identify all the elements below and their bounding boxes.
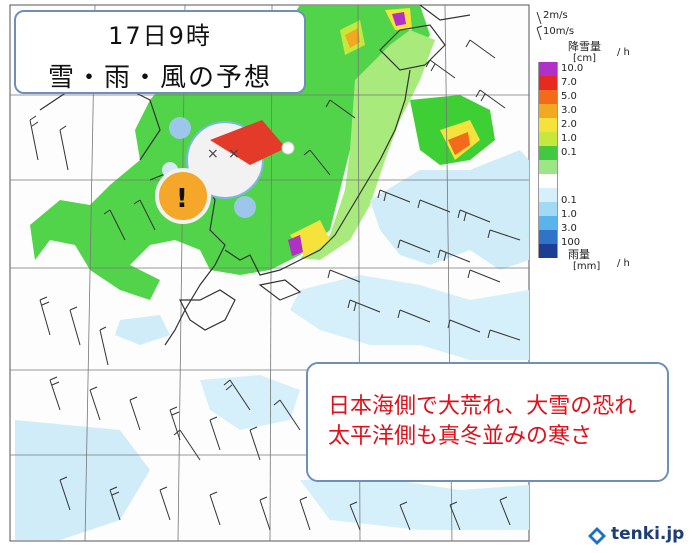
wind-scale-label-2: 2m/s: [543, 10, 568, 21]
snow-legend-tick: 5.0: [561, 91, 577, 102]
title-datetime: 17日9時: [108, 22, 212, 50]
rain-legend-title: 雨量: [568, 248, 590, 261]
snow-legend-swatch: [538, 90, 558, 104]
snow-legend-tick: 10.0: [561, 63, 584, 74]
warning-icon: !: [155, 168, 211, 224]
snow-legend-tick: 2.0: [561, 119, 577, 130]
snow-legend-swatch: [538, 62, 558, 76]
brand-logo-text: tenki.jp: [611, 524, 685, 544]
rain-legend-tick: 1.0: [561, 209, 577, 220]
snowman-santa-icon: × ×: [162, 117, 295, 218]
snow-legend-swatch: [538, 146, 558, 160]
snow-legend-unit: [cm]: [573, 53, 597, 64]
snow-legend-swatch: [538, 104, 558, 118]
headline-box: 日本海側で大荒れ、大雪の恐れ 太平洋側も真冬並みの寒さ: [306, 362, 669, 482]
snow-legend-tick: 1.0: [561, 133, 577, 144]
rain-legend-unit: [mm]: [573, 261, 601, 272]
wind-scale-label-10: 10m/s: [543, 26, 575, 37]
rain-legend-per: / h: [617, 258, 630, 269]
svg-text:!: !: [176, 184, 188, 214]
title-box: 17日9時 雪・雨・風の予想: [14, 10, 306, 94]
snow-legend-swatch: [538, 132, 558, 146]
wind-scale-arrows: [536, 11, 543, 41]
svg-text:×: ×: [228, 146, 240, 162]
tenki-logo-icon: [588, 527, 606, 545]
rain-legend-swatch: [538, 244, 558, 258]
snow-legend-swatch: [538, 76, 558, 90]
headline-line2: 太平洋側も真冬並みの寒さ: [328, 424, 593, 449]
snow-legend-swatch: [538, 160, 558, 174]
rain-legend-tick: 3.0: [561, 223, 577, 234]
snow-legend-swatch: [538, 118, 558, 132]
snow-legend-swatch: [538, 174, 558, 188]
snow-legend-tick: 3.0: [561, 105, 577, 116]
rain-legend-swatch: [538, 202, 558, 216]
rain-legend-tick: 100: [561, 237, 581, 248]
svg-text:×: ×: [207, 146, 219, 162]
legend-color-bar: [538, 62, 558, 258]
rain-legend-swatch: [538, 216, 558, 230]
headline-line1: 日本海側で大荒れ、大雪の恐れ: [328, 394, 637, 419]
snow-legend-tick: 7.0: [561, 77, 577, 88]
rain-legend-swatch: [538, 230, 558, 244]
rain-legend-tick: 0.1: [561, 195, 577, 206]
snow-legend-per: / h: [617, 47, 630, 58]
snow-legend-title: 降雪量: [568, 40, 601, 53]
rain-legend-swatch: [538, 188, 558, 202]
snow-legend-tick: 0.1: [561, 147, 577, 158]
title-subject: 雪・雨・風の予想: [47, 63, 272, 93]
